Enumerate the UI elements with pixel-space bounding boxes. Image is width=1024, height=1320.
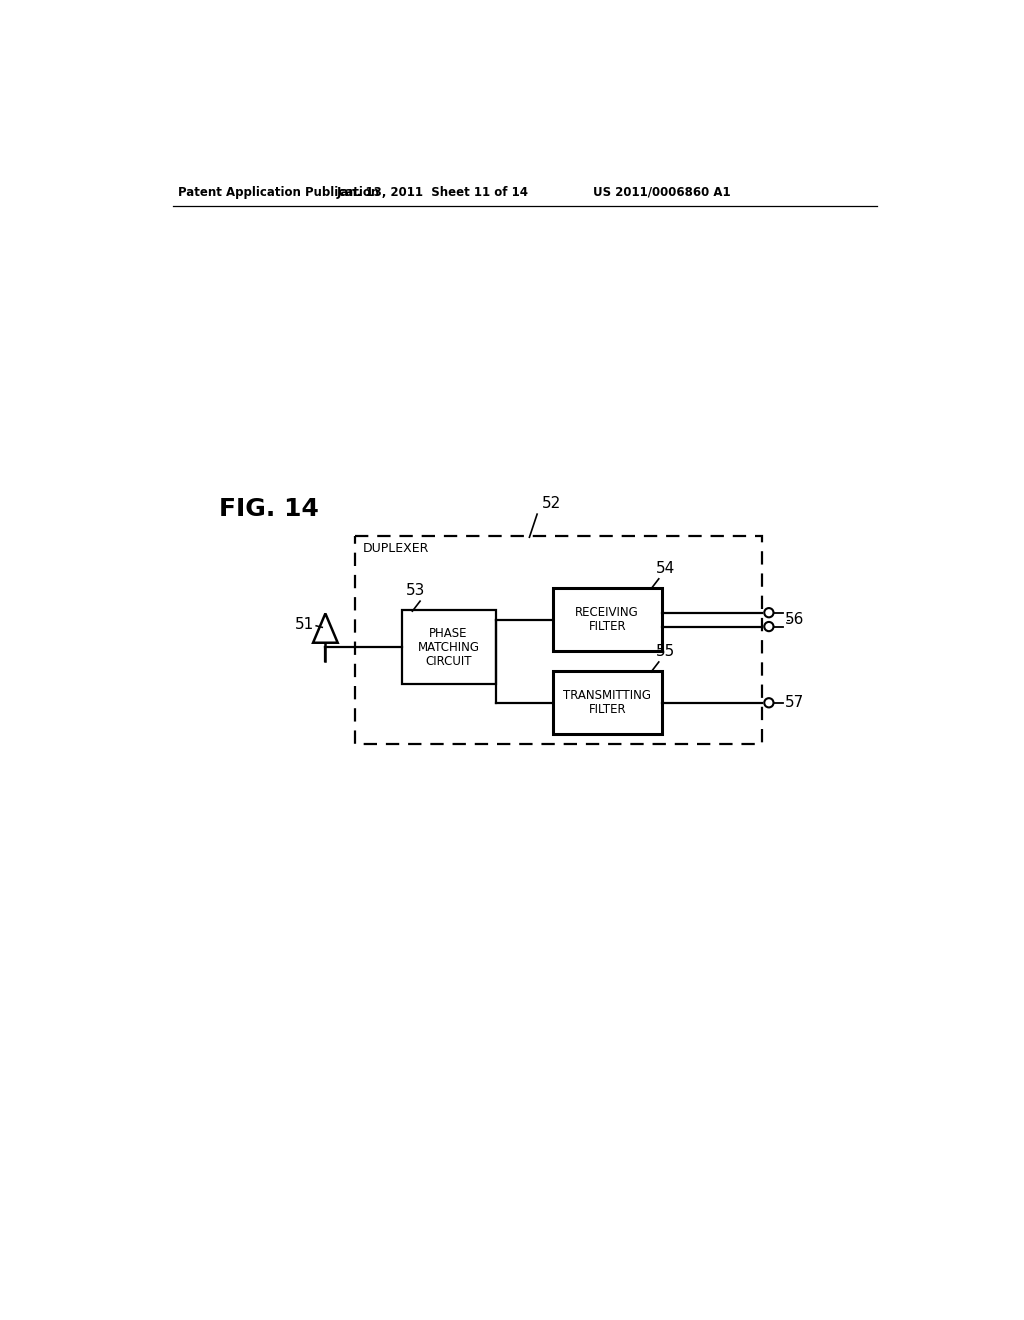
Bar: [553, 671, 662, 734]
Text: FILTER: FILTER: [589, 620, 626, 634]
Text: US 2011/0006860 A1: US 2011/0006860 A1: [593, 186, 730, 199]
Text: 52: 52: [542, 496, 561, 511]
Text: 57: 57: [785, 696, 804, 710]
Text: FILTER: FILTER: [589, 704, 626, 717]
Text: FIG. 14: FIG. 14: [219, 496, 319, 521]
Text: 56: 56: [785, 612, 805, 627]
Text: Jan. 13, 2011  Sheet 11 of 14: Jan. 13, 2011 Sheet 11 of 14: [337, 186, 528, 199]
Bar: [401, 610, 496, 684]
Text: PHASE: PHASE: [429, 627, 468, 640]
Bar: [553, 589, 662, 651]
Text: 55: 55: [655, 644, 675, 659]
Text: Patent Application Publication: Patent Application Publication: [178, 186, 380, 199]
Text: 54: 54: [655, 561, 675, 576]
Bar: [355, 536, 762, 743]
Text: TRANSMITTING: TRANSMITTING: [563, 689, 651, 702]
Text: RECEIVING: RECEIVING: [575, 606, 639, 619]
Text: 53: 53: [407, 583, 426, 598]
Text: MATCHING: MATCHING: [418, 640, 479, 653]
Text: CIRCUIT: CIRCUIT: [425, 655, 472, 668]
Text: 51: 51: [295, 616, 314, 632]
Text: DUPLEXER: DUPLEXER: [364, 541, 429, 554]
